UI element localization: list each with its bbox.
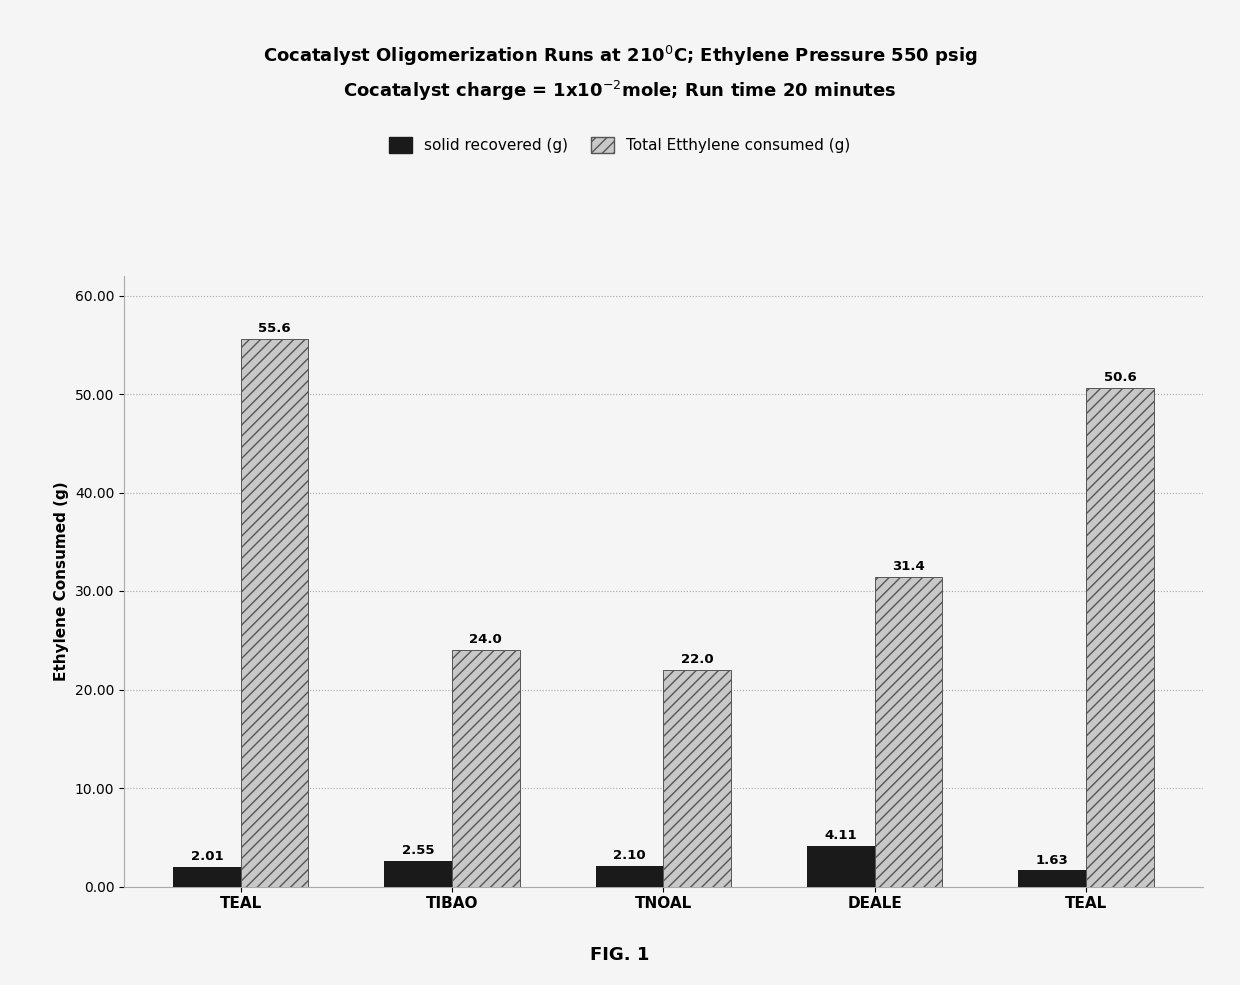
Bar (1018, 871, 1086, 886)
Text: FIG. 1: FIG. 1 (590, 947, 650, 964)
Text: Cocatalyst charge = 1x10$^{-2}$mole; Run time 20 minutes: Cocatalyst charge = 1x10$^{-2}$mole; Run… (343, 79, 897, 102)
Text: 2.55: 2.55 (402, 844, 434, 857)
Y-axis label: Ethylene Consumed (g): Ethylene Consumed (g) (55, 482, 69, 681)
Text: 1.63: 1.63 (1035, 854, 1069, 867)
Legend: solid recovered (g), Total Etthylene consumed (g): solid recovered (g), Total Etthylene con… (383, 131, 857, 159)
Bar (807, 846, 874, 886)
Bar (174, 867, 241, 886)
Bar (874, 577, 942, 886)
Text: 55.6: 55.6 (258, 322, 291, 335)
Text: 2.10: 2.10 (614, 849, 646, 862)
Text: 4.11: 4.11 (825, 829, 857, 842)
Bar (384, 861, 453, 886)
Bar (663, 670, 732, 886)
Bar (241, 339, 309, 886)
Text: 2.01: 2.01 (191, 850, 223, 863)
Text: Cocatalyst Oligomerization Runs at 210$^{0}$C; Ethylene Pressure 550 psig: Cocatalyst Oligomerization Runs at 210$^… (263, 44, 977, 68)
Text: 50.6: 50.6 (1104, 371, 1136, 384)
Text: 22.0: 22.0 (681, 653, 713, 666)
Bar (1086, 388, 1153, 886)
Bar (595, 866, 663, 887)
Bar (453, 650, 520, 886)
Text: 24.0: 24.0 (470, 633, 502, 646)
Text: 31.4: 31.4 (893, 560, 925, 573)
